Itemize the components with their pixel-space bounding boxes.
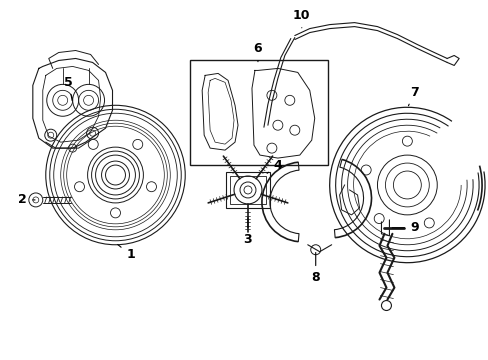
Text: 10: 10	[292, 9, 310, 28]
Text: 7: 7	[407, 86, 418, 106]
Text: 6: 6	[253, 42, 262, 62]
Text: 5: 5	[64, 76, 73, 100]
Bar	[225, 172, 269, 208]
Text: 1: 1	[118, 244, 135, 261]
Bar	[229, 176, 265, 204]
Text: 2: 2	[19, 193, 35, 206]
Text: 8: 8	[311, 252, 319, 284]
Bar	[190, 60, 327, 165]
Text: 3: 3	[243, 218, 252, 246]
Text: 4: 4	[266, 158, 282, 173]
Text: 9: 9	[391, 221, 418, 234]
